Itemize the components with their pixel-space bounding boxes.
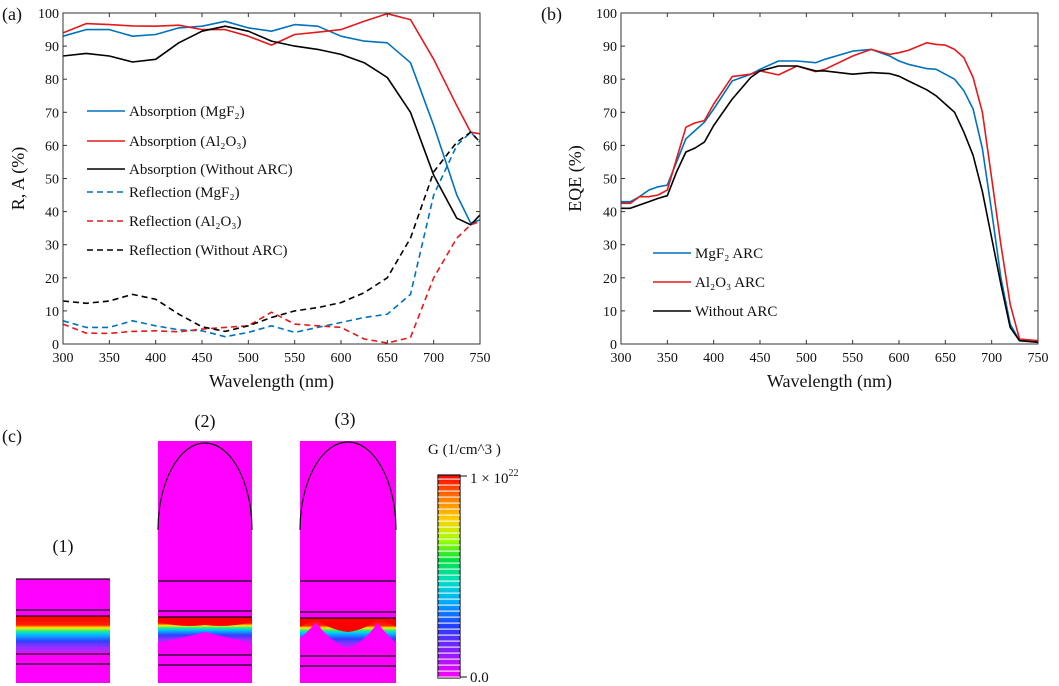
y-tick-label: 70: [603, 106, 617, 121]
y-tick-label: 80: [45, 73, 59, 88]
y-tick-label: 90: [45, 40, 59, 55]
x-tick-label: 500: [796, 351, 817, 366]
y-tick-label: 60: [45, 139, 59, 154]
x-axis-label: Wavelength (nm): [209, 371, 334, 392]
x-tick-label: 750: [1028, 351, 1049, 366]
legend-label: Reflection (Without ARC): [129, 243, 288, 259]
chart-eqe: 300 350 400 450 500 550 600 650 700 750 0 10 20 30 40 5…: [565, 7, 1049, 392]
y-tick-label: 100: [38, 7, 59, 22]
x-tick-label: 550: [842, 351, 863, 366]
y-tick-label: 50: [45, 173, 59, 188]
legend-label: Absorption (MgF₂): [129, 104, 245, 120]
series-line-1: [621, 42, 1039, 342]
y-axis-label: R, A (%): [8, 147, 29, 211]
chart-reflection-absorption: 300 350 400 450 500 550 600 650 700 750 0 10 20 30 40 5…: [8, 7, 491, 392]
panel-label-b: (b): [541, 4, 562, 25]
series-line-2: [62, 25, 481, 226]
y-tick-label: 0: [52, 338, 59, 353]
y-axis-label: EQE (%): [565, 145, 586, 211]
x-axis-label: Wavelength (nm): [767, 371, 892, 392]
x-tick-label: 400: [703, 351, 724, 366]
y-tick-label: 20: [603, 272, 617, 287]
legend-label: Absorption (Without ARC): [129, 162, 293, 178]
y-tick-label: 30: [45, 239, 59, 254]
x-tick-label: 600: [331, 351, 352, 366]
x-tick-label: 550: [284, 351, 305, 366]
x-tick-label: 300: [611, 351, 632, 366]
generation-map-2: (2): [157, 411, 253, 683]
colorbar-min-label: 0.0: [470, 670, 489, 686]
y-tick-label: 40: [603, 206, 617, 221]
x-tick-label: 600: [889, 351, 910, 366]
map-title-2: (2): [195, 411, 216, 432]
colorbar-max-label: 1 × 1022: [470, 468, 518, 487]
generation-map-1: (1): [16, 536, 110, 683]
x-tick-label: 450: [750, 351, 771, 366]
generation-map-3: (3): [299, 409, 397, 683]
legend-label: Reflection (MgF₂): [129, 185, 240, 201]
series-line-3: [62, 131, 481, 338]
y-tick-label: 50: [603, 173, 617, 188]
series-line-0: [62, 20, 481, 224]
y-tick-label: 60: [603, 139, 617, 154]
panel-label-c: (c): [2, 426, 22, 447]
y-tick-label: 80: [603, 73, 617, 88]
x-tick-label: 650: [935, 351, 956, 366]
series-line-1: [62, 12, 481, 135]
plot-frame: [62, 12, 481, 345]
x-tick-label: 650: [377, 351, 398, 366]
y-tick-label: 20: [45, 272, 59, 287]
series-line-4: [62, 220, 481, 344]
x-tick-label: 700: [423, 351, 444, 366]
y-tick-label: 30: [603, 239, 617, 254]
legend-label: Without ARC: [695, 304, 777, 320]
legend-label: Al₂O₃ ARC: [695, 275, 765, 291]
y-tick-label: 70: [45, 106, 59, 121]
y-tick-label: 90: [603, 40, 617, 55]
y-tick-label: 0: [610, 338, 617, 353]
x-tick-label: 750: [470, 351, 491, 366]
legend-label: Absorption (Al₂O₃): [129, 134, 247, 150]
y-tick-label: 100: [596, 7, 617, 22]
x-tick-label: 350: [657, 351, 678, 366]
plot-frame: [620, 12, 1039, 345]
map-title-3: (3): [335, 409, 356, 430]
map-title-1: (1): [53, 536, 74, 557]
legend-label: Reflection (Al₂O₃): [129, 214, 242, 230]
legend-label: MgF₂ ARC: [695, 246, 763, 262]
x-tick-label: 450: [192, 351, 213, 366]
x-tick-label: 350: [99, 351, 120, 366]
x-tick-label: 400: [145, 351, 166, 366]
series-line-0: [621, 48, 1038, 342]
colorbar-title: G (1/cm^3 ): [428, 442, 501, 458]
x-tick-label: 700: [981, 351, 1002, 366]
y-tick-label: 10: [45, 305, 59, 320]
series-line-5: [62, 131, 481, 333]
y-tick-label: 40: [45, 206, 59, 221]
panel-label-a: (a): [2, 4, 22, 25]
x-tick-label: 500: [238, 351, 259, 366]
x-tick-label: 300: [53, 351, 74, 366]
series-line-2: [621, 65, 1039, 344]
y-tick-label: 10: [603, 305, 617, 320]
colorbar: G (1/cm^3 ) 1 × 1022 0.0: [428, 442, 518, 686]
